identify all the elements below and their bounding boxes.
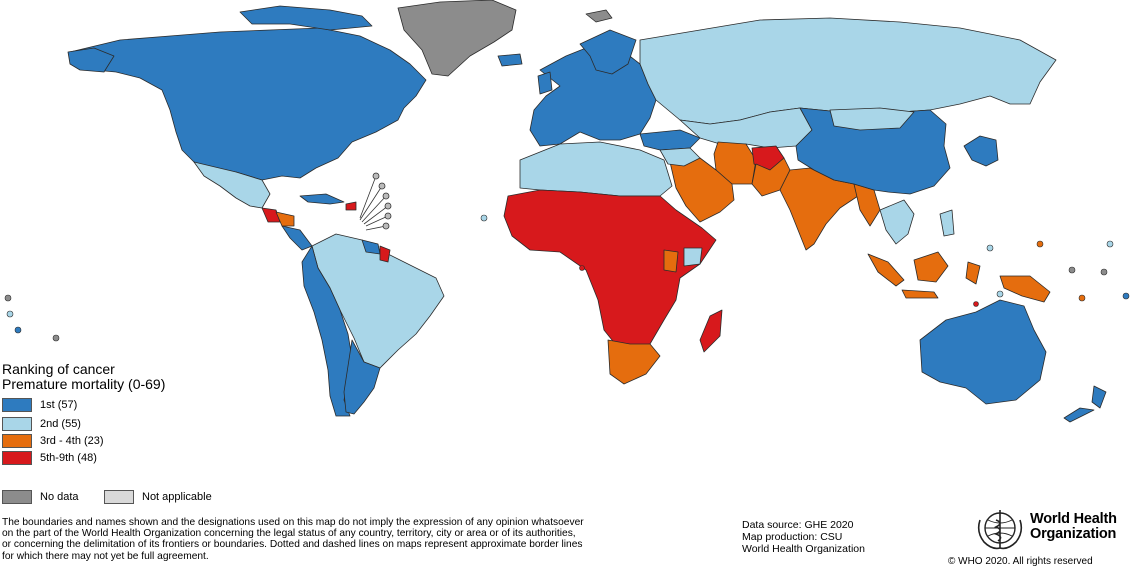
region-arabia [669, 157, 735, 223]
region-uk [537, 71, 553, 95]
island-marker [14, 326, 22, 334]
legend-item-no-data: No data [2, 489, 122, 505]
disclaimer-line: The boundaries and names shown and the d… [2, 517, 584, 528]
legend-item-not-applicable: Not applicable [104, 489, 254, 505]
organization-text: World Health Organization [742, 543, 865, 556]
region-new-zealand-north [1091, 385, 1107, 409]
region-ethiopia [683, 247, 703, 267]
island-marker [996, 290, 1004, 298]
region-central-america-south [281, 225, 313, 251]
region-guyana [379, 245, 391, 263]
region-andes [301, 245, 353, 417]
legend-label: 1st (57) [40, 399, 78, 411]
legend-label: 5th-9th (48) [40, 452, 97, 464]
island-marker [1122, 292, 1130, 300]
map-production-text: Map production: CSU [742, 531, 843, 544]
legend-swatch [2, 398, 32, 412]
world-map [4, 0, 1130, 423]
region-caribbean-cuba [299, 193, 345, 205]
island-marker [1106, 240, 1114, 248]
legend-item-2nd: 2nd (55) [2, 416, 122, 432]
legend-swatch [2, 451, 32, 465]
disclaimer-line: on the part of the World Health Organiza… [2, 528, 576, 540]
region-svalbard [585, 9, 613, 23]
region-new-zealand-south [1063, 407, 1095, 423]
who-logo-text: World Health Organization [1030, 512, 1117, 542]
island-marker [579, 265, 585, 271]
region-se-asia-mainland [879, 199, 915, 245]
island-marker [4, 294, 12, 302]
region-kenya [663, 249, 679, 273]
region-java [901, 289, 939, 299]
region-sub-saharan-africa [503, 189, 717, 351]
region-sumatra [867, 253, 905, 287]
legend-label: 3rd - 4th (23) [40, 435, 104, 447]
region-borneo [913, 251, 949, 283]
logo-line2: Organization [1030, 526, 1117, 542]
island-marker [6, 310, 14, 318]
data-source-text: Data source: GHE 2020 [742, 519, 854, 531]
region-levant [659, 147, 701, 167]
legend-label: 2nd (55) [40, 418, 81, 430]
disclaimer-line: or concerning the delimitation of its fr… [2, 539, 583, 551]
map-disclaimer: The boundaries and names shown and the d… [2, 517, 722, 562]
legend-swatch [2, 417, 32, 431]
region-north-africa [519, 141, 673, 197]
legend-swatch [2, 490, 32, 504]
region-argentina [343, 339, 381, 415]
region-sulawesi [965, 261, 981, 285]
island-marker [52, 334, 60, 342]
region-iran [713, 141, 757, 185]
island-marker [1078, 294, 1086, 302]
region-new-guinea [999, 275, 1051, 303]
island-markers [4, 214, 1130, 342]
region-greenland [397, 0, 517, 77]
legend-item-3rd-4th: 3rd - 4th (23) [2, 433, 122, 449]
region-iceland [497, 53, 523, 67]
legend-title-line1: Ranking of cancer [2, 361, 115, 377]
region-mongolia [829, 107, 915, 131]
legend-item-5th-9th: 5th-9th (48) [2, 450, 122, 466]
caribbean-callouts [359, 172, 392, 231]
region-mexico [193, 161, 271, 209]
copyright-text: © WHO 2020. All rights reserved [948, 556, 1093, 567]
island-marker [986, 244, 994, 252]
logo-line1: World Health [1030, 511, 1117, 527]
region-india [779, 167, 859, 251]
region-turkey [639, 129, 701, 151]
region-southern-africa [607, 339, 661, 385]
region-korea-japan [963, 135, 999, 167]
region-alaska [67, 47, 115, 73]
island-marker [1068, 266, 1076, 274]
island-marker [1036, 240, 1044, 248]
who-emblem-icon [977, 510, 1023, 550]
legend-label: No data [40, 491, 79, 503]
region-madagascar [699, 309, 723, 353]
region-philippines [939, 209, 955, 237]
region-arctic-islands [239, 5, 373, 31]
region-central-america-mid [275, 211, 295, 227]
legend-label: Not applicable [142, 491, 212, 503]
region-russia [639, 17, 1057, 125]
region-australia [919, 299, 1047, 405]
island-marker [1100, 268, 1108, 276]
legend-swatch [2, 434, 32, 448]
region-north-america [69, 27, 427, 181]
legend-item-1st: 1st (57) [2, 397, 122, 413]
map-legend: Ranking of cancer Premature mortality (0… [2, 362, 262, 392]
region-caribbean-haiti [345, 201, 357, 211]
legend-title-line2: Premature mortality (0-69) [2, 376, 166, 392]
region-scandinavia [579, 29, 637, 75]
legend-swatch [104, 490, 134, 504]
disclaimer-line: for which there may not yet be full agre… [2, 550, 209, 562]
island-marker [480, 214, 488, 222]
data-source-block: Data source: GHE 2020 Map production: CS… [742, 519, 865, 556]
island-marker [973, 301, 979, 307]
